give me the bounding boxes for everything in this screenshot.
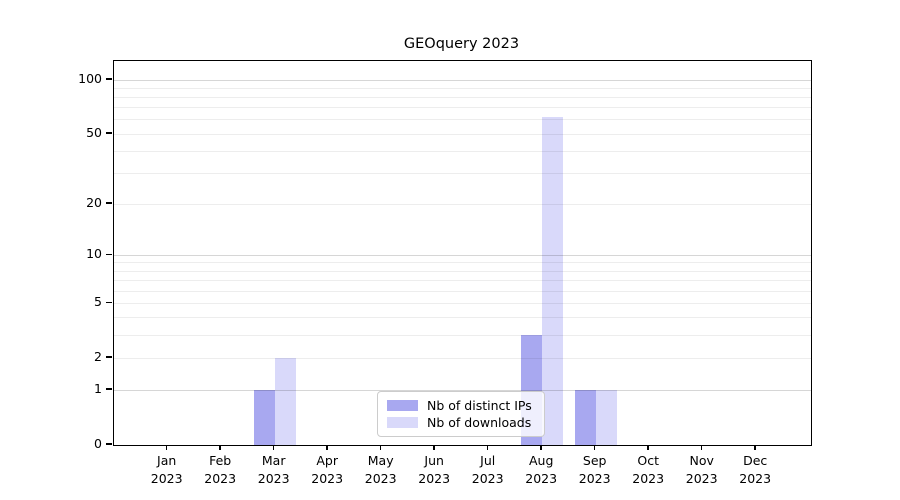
x-tick [165,445,168,450]
y-tick [106,443,112,445]
legend-label-downloads: Nb of downloads [427,415,532,430]
gridline-3 [114,334,811,336]
x-tick-label: Apr 2023 [311,453,344,486]
y-tick [106,253,112,256]
x-tick [540,445,542,450]
x-tick-label: Jun 2023 [418,453,451,486]
gridline-80 [114,96,811,98]
x-tick-label: Aug 2023 [525,453,558,486]
x-tick [433,445,435,450]
plot-area [113,60,812,446]
y-tick-label: 10 [86,245,102,261]
y-tick-label: 20 [86,194,102,210]
x-tick [272,445,275,450]
x-tick [754,445,756,450]
gridline-100 [114,79,811,81]
y-tick-label: 5 [94,293,102,309]
y-tick [106,388,112,390]
legend-label-distinct-ips: Nb of distinct IPs [427,398,532,413]
y-tick-label: 0 [94,435,102,451]
x-tick-label: Nov 2023 [685,453,718,486]
chart-title: GEOquery 2023 [403,36,520,52]
gridline-90 [114,87,811,89]
y-tick [106,202,112,204]
legend-swatch-downloads [387,417,418,428]
x-tick-label: Oct 2023 [632,453,665,486]
gridline-10 [114,254,811,256]
x-tick [486,445,489,450]
y-tick [106,356,112,358]
x-tick-label: Jan 2023 [150,453,183,486]
bar-downloads [542,117,564,445]
x-tick [647,445,649,450]
x-tick [593,445,596,450]
bar-distinct-ips [253,390,275,445]
gridline-30 [114,172,811,174]
x-tick-label: Mar 2023 [257,453,290,486]
gridline-9 [114,262,811,264]
gridline-40 [114,150,811,152]
x-tick-label: Dec 2023 [739,453,772,486]
y-tick-label: 100 [78,70,102,86]
gridline-5 [114,302,811,304]
legend-swatch-distinct-ips [387,400,418,411]
y-tick [106,78,112,80]
gridline-2 [114,357,811,359]
gridline-8 [114,270,811,272]
x-tick [379,445,382,450]
x-tick-label: Jul 2023 [471,453,504,486]
bar-downloads [274,358,296,445]
x-tick [700,445,703,450]
y-tick [106,301,112,304]
y-tick-label: 50 [86,124,102,140]
gridline-20 [114,203,811,205]
bar-downloads [595,390,617,445]
legend-item-distinct-ips: Nb of distinct IPs [387,398,535,413]
y-tick-label: 2 [94,348,102,364]
gridline-7 [114,280,811,282]
gridline-60 [114,119,811,121]
x-tick-label: Sep 2023 [578,453,611,486]
y-tick [106,132,112,134]
gridline-6 [114,290,811,292]
gridline-4 [114,317,811,319]
x-tick [326,445,328,450]
x-tick-label: May 2023 [364,453,397,486]
legend: Nb of distinct IPs Nb of downloads [377,391,545,437]
gridline-50 [114,133,811,135]
bar-distinct-ips [574,390,596,445]
y-tick-label: 1 [94,380,102,396]
x-tick [219,445,221,450]
legend-item-downloads: Nb of downloads [387,415,535,430]
x-tick-label: Feb 2023 [204,453,237,486]
gridline-70 [114,107,811,109]
